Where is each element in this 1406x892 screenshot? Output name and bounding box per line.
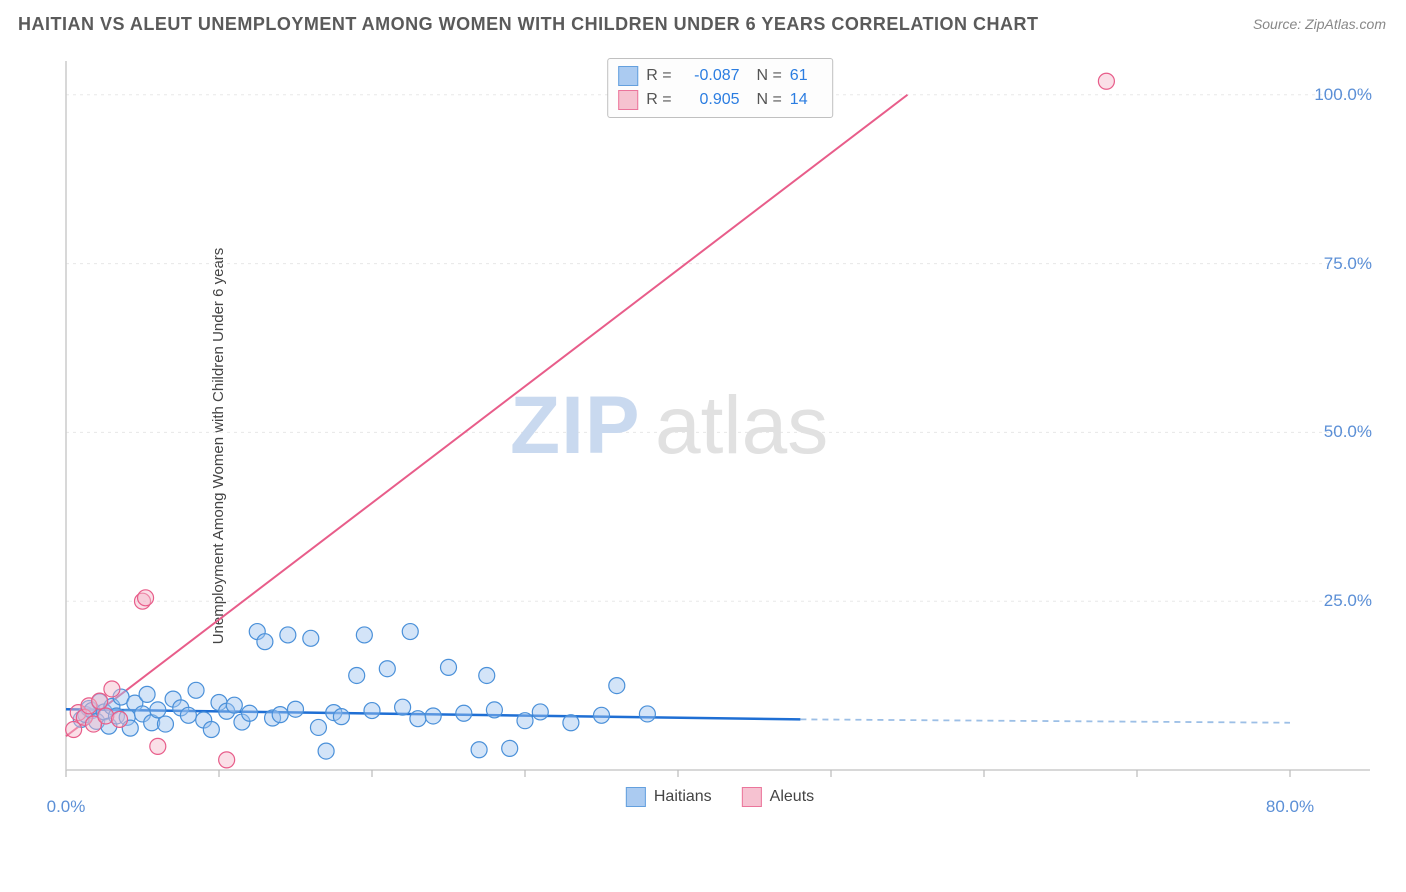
legend-label-haitians: Haitians <box>654 788 712 806</box>
stats-row-aleuts: R = 0.905 N = 14 <box>618 88 818 112</box>
source-label: Source: ZipAtlas.com <box>1253 16 1386 32</box>
stat-n-haitians: 61 <box>790 64 818 88</box>
stats-row-haitians: R = -0.087 N = 61 <box>618 64 818 88</box>
stats-legend-box: R = -0.087 N = 61 R = 0.905 N = 14 <box>607 58 833 118</box>
chart-title: HAITIAN VS ALEUT UNEMPLOYMENT AMONG WOME… <box>18 14 1039 35</box>
chart-svg <box>60 55 1380 815</box>
chart-plot-area: R = -0.087 N = 61 R = 0.905 N = 14 ZIP a… <box>60 55 1380 815</box>
legend-swatch-aleuts <box>742 787 762 807</box>
y-tick-label: 75.0% <box>1324 254 1372 274</box>
y-tick-label: 25.0% <box>1324 591 1372 611</box>
legend-swatch-haitians <box>626 787 646 807</box>
legend-item-haitians: Haitians <box>626 787 712 807</box>
y-tick-label: 50.0% <box>1324 422 1372 442</box>
stat-r-label: R = <box>646 88 671 112</box>
stat-n-label: N = <box>748 64 782 88</box>
legend-label-aleuts: Aleuts <box>770 788 814 806</box>
legend-bottom: Haitians Aleuts <box>626 787 814 807</box>
x-tick-label: 80.0% <box>1266 797 1314 817</box>
swatch-haitians <box>618 66 638 86</box>
legend-item-aleuts: Aleuts <box>742 787 814 807</box>
stat-r-aleuts: 0.905 <box>680 88 740 112</box>
stat-r-label: R = <box>646 64 671 88</box>
swatch-aleuts <box>618 90 638 110</box>
stat-n-aleuts: 14 <box>790 88 818 112</box>
x-tick-label: 0.0% <box>47 797 86 817</box>
stat-n-label: N = <box>748 88 782 112</box>
stat-r-haitians: -0.087 <box>680 64 740 88</box>
y-tick-label: 100.0% <box>1314 85 1372 105</box>
